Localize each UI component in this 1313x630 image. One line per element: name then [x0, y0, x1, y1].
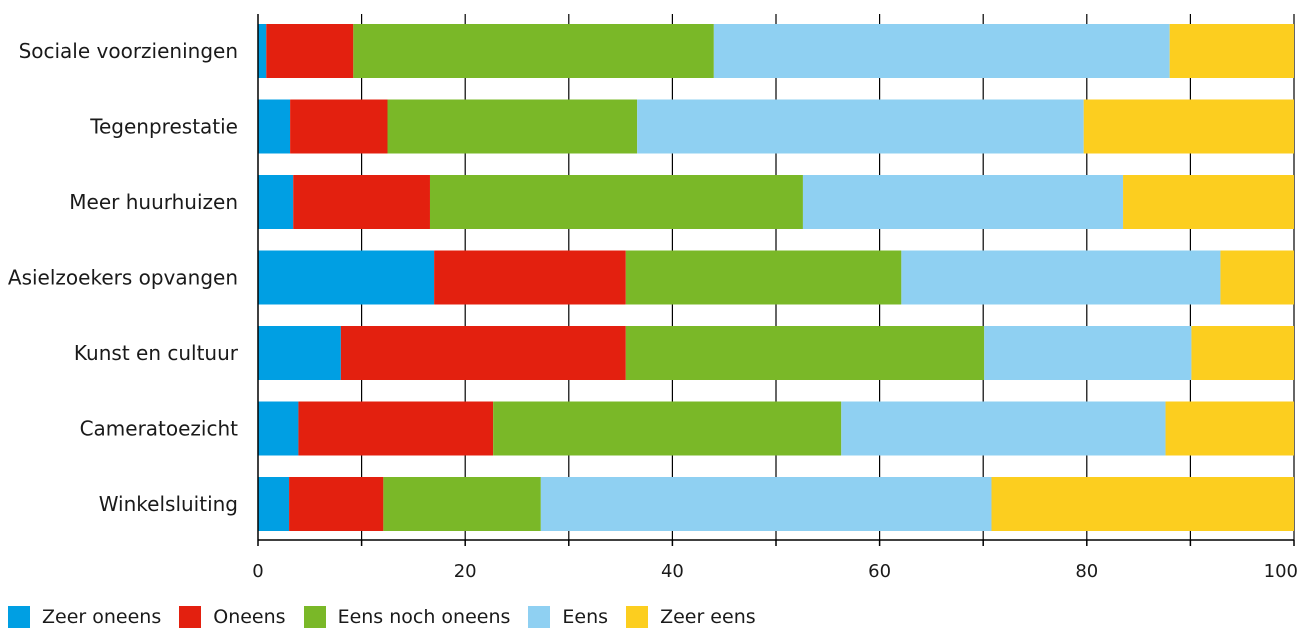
bar-segment [258, 99, 291, 154]
bar-segment [1123, 175, 1294, 229]
category-label: Asielzoekers opvangen [8, 266, 238, 290]
bar-segment [340, 326, 626, 380]
category-labels: Sociale voorzieningen Tegenprestatie Meer … [8, 39, 239, 516]
bar-segment [434, 250, 626, 305]
bars [258, 24, 1294, 531]
bar-segment [290, 99, 388, 154]
bar-segment [1169, 24, 1294, 78]
bar-segment [1191, 326, 1294, 380]
category-label: Cameratoezicht [80, 417, 239, 441]
legend-swatch [528, 606, 551, 628]
bar-segment [841, 401, 1166, 456]
legend-label: Eens noch oneens [337, 606, 511, 628]
x-tick-label: 60 [868, 561, 891, 582]
bar-segment [1083, 99, 1294, 154]
legend-item: Eens [528, 606, 608, 628]
legend-swatch [8, 606, 30, 628]
legend-item: Eens noch oneens [303, 606, 511, 628]
bar-segment [1220, 250, 1294, 305]
x-tick-label: 80 [1075, 561, 1098, 582]
bar-segment [901, 250, 1221, 305]
category-label: Tegenprestatie [89, 115, 238, 139]
bar-segment [387, 99, 638, 154]
bar-segment [289, 477, 384, 531]
bar-segment [258, 326, 341, 380]
category-label: Sociale voorzieningen [19, 39, 238, 63]
legend-swatch [303, 606, 326, 628]
legend: Zeer oneens Oneens Eens noch oneens Eens Zee… [8, 606, 774, 628]
category-label: Winkelsluiting [99, 492, 238, 516]
bar-segment [353, 24, 714, 78]
bar-segment [298, 401, 494, 456]
category-label: Kunst en cultuur [74, 341, 239, 365]
legend-swatch [626, 606, 649, 628]
legend-label: Oneens [213, 606, 286, 628]
legend-label: Zeer oneens [42, 606, 162, 628]
legend-item: Oneens [179, 606, 286, 628]
x-tick-label: 40 [661, 561, 684, 582]
bar-segment [429, 175, 803, 229]
bar-segment [713, 24, 1170, 78]
bar-segment [293, 175, 430, 229]
legend-swatch [179, 606, 202, 628]
bar-segment [258, 401, 299, 456]
bar-segment [625, 250, 902, 305]
legend-label: Zeer eens [660, 606, 756, 628]
bar-segment [383, 477, 541, 531]
category-label: Meer huurhuizen [69, 190, 238, 214]
bar-segment [637, 99, 1084, 154]
bar-segment [258, 250, 435, 305]
legend-item: Zeer oneens [8, 606, 161, 628]
bar-segment [258, 24, 267, 78]
bar-segment [802, 175, 1124, 229]
stacked-bar-chart: Sociale voorzieningen Tegenprestatie Meer … [8, 14, 1298, 582]
bar-segment [1165, 401, 1294, 456]
legend-label: Eens [562, 606, 609, 628]
bar-segment [258, 477, 290, 531]
x-tick-label: 100 [1264, 561, 1298, 582]
x-tick-label: 20 [454, 561, 477, 582]
legend-item: Zeer eens [626, 606, 756, 628]
x-axis: 0 20 40 60 80 100 [252, 14, 1298, 582]
x-tick-label: 0 [252, 561, 263, 582]
bar-segment [266, 24, 354, 78]
bar-segment [540, 477, 992, 531]
bar-segment [625, 326, 985, 380]
bar-segment [258, 175, 294, 229]
bar-segment [991, 477, 1294, 531]
bar-segment [984, 326, 1192, 380]
bar-segment [493, 401, 842, 456]
